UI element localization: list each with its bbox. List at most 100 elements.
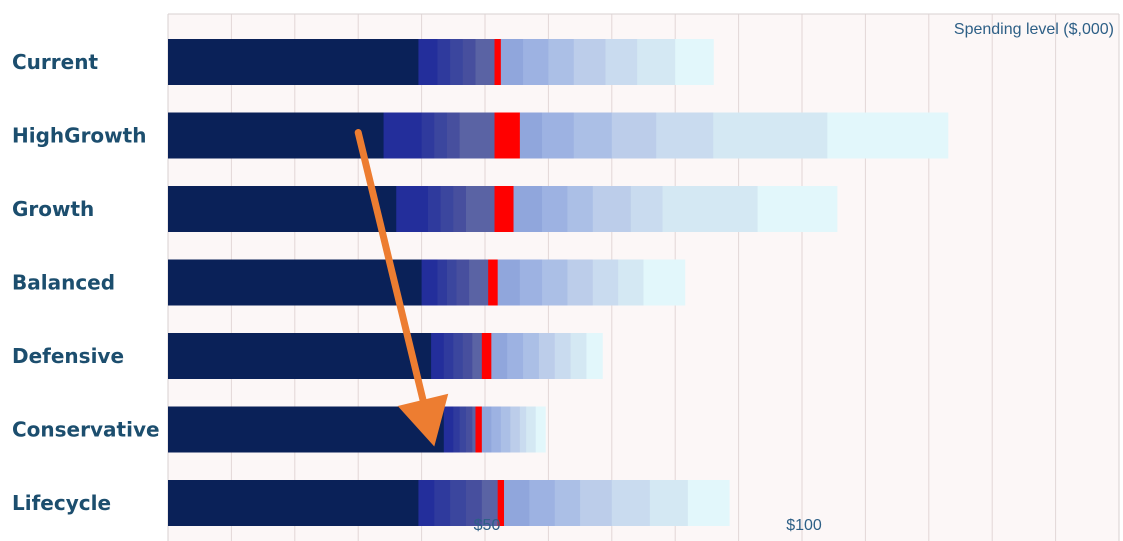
bar-segment [573, 39, 606, 85]
bar-segment [757, 186, 838, 232]
bar-segment [580, 480, 613, 526]
bar-segment [168, 259, 423, 306]
bar-segment [519, 406, 527, 453]
tick-labels: $50 $100 [474, 517, 822, 534]
bar-segment [643, 259, 686, 306]
category-labels: Current HighGrowth Growth Balanced Defensive… [12, 50, 160, 515]
bar-segment [500, 406, 511, 453]
tick-label: $50 [474, 517, 501, 534]
bar-segment [554, 480, 581, 526]
bar-segment [443, 333, 454, 379]
bar-segment [168, 333, 432, 379]
tick-label: $100 [786, 517, 822, 534]
category-label: Current [12, 50, 98, 74]
axis-title: Spending level ($,000) [954, 21, 1114, 38]
bar-segment [383, 112, 423, 159]
category-label: Lifecycle [12, 491, 111, 515]
bar-segment [519, 112, 543, 159]
bar-segment [472, 333, 483, 379]
bar-segment [649, 480, 689, 526]
bar-segment [542, 259, 568, 306]
bar-segment [529, 480, 556, 526]
bar-segment [437, 39, 451, 85]
bar-segment [618, 259, 644, 306]
bar-segment [570, 333, 587, 379]
bar-segment [462, 39, 476, 85]
bar-segment [443, 406, 454, 453]
bar-segment [434, 112, 448, 159]
bar-segment [542, 112, 575, 159]
bar-segment [713, 112, 828, 159]
bar-segment [475, 406, 483, 453]
bar-segment [453, 333, 464, 379]
bar-segment [456, 259, 470, 306]
bar-segment [481, 480, 499, 526]
bar-segment [396, 186, 429, 232]
bar-segment [421, 112, 435, 159]
bar-segment [440, 186, 454, 232]
bar-segment [446, 259, 457, 306]
bar-segment [168, 480, 419, 526]
arrow-shaft [354, 129, 427, 404]
bar-segment [538, 333, 556, 379]
bar-segment [465, 186, 496, 232]
category-label: Conservative [12, 418, 160, 442]
bar-segment [523, 39, 549, 85]
bar-segment [465, 480, 483, 526]
bar-segment [494, 186, 515, 232]
bar-segment [168, 39, 419, 85]
bar-segment [427, 186, 442, 232]
bar-segment [523, 333, 540, 379]
bar-segment [497, 480, 505, 526]
bar-segment [434, 480, 451, 526]
category-label: Balanced [12, 271, 115, 295]
bar-segment [611, 112, 657, 159]
bar-segment [481, 333, 492, 379]
bar-segment [519, 259, 543, 306]
bar-segment [453, 186, 467, 232]
bar-segment [491, 333, 508, 379]
bar-segment [168, 186, 397, 232]
bar-segment [656, 112, 714, 159]
bar-segment [494, 39, 502, 85]
bar-segment [446, 112, 461, 159]
category-label: Growth [12, 197, 94, 221]
bar-segment [542, 186, 568, 232]
bar-segment [605, 39, 638, 85]
bar-segment [567, 186, 594, 232]
bar-segment [611, 480, 651, 526]
bar-segment [630, 186, 664, 232]
bar-segment [453, 406, 461, 453]
bar-segment [513, 186, 543, 232]
bar-segment [462, 333, 473, 379]
bar-segment [418, 480, 435, 526]
bar-segment [592, 186, 632, 232]
bar-segment [827, 112, 949, 159]
bar-segment [421, 259, 438, 306]
bar-segment [488, 259, 499, 306]
bar-segment [472, 406, 476, 453]
bar-segment [431, 333, 445, 379]
trend-arrow [354, 129, 449, 447]
bar-segment [687, 480, 730, 526]
bar-segment [592, 259, 619, 306]
bar-segment [535, 406, 546, 453]
bar-segment [554, 333, 572, 379]
arrow-head [397, 393, 449, 447]
bar-segment [497, 259, 521, 306]
bar-segment [491, 406, 502, 453]
bar-segment [168, 406, 445, 453]
bar-segment [548, 39, 575, 85]
bars [168, 39, 949, 526]
bar-segment [469, 259, 489, 306]
bar-segment [675, 39, 714, 85]
bar-segment [662, 186, 759, 232]
bar-segment [459, 406, 467, 453]
bar-segment [465, 406, 473, 453]
bar-segment [504, 480, 530, 526]
bar-segment [494, 112, 521, 159]
bar-segment [450, 480, 467, 526]
bar-segment [573, 112, 613, 159]
bar-segment [450, 39, 464, 85]
bar-segment [500, 39, 524, 85]
